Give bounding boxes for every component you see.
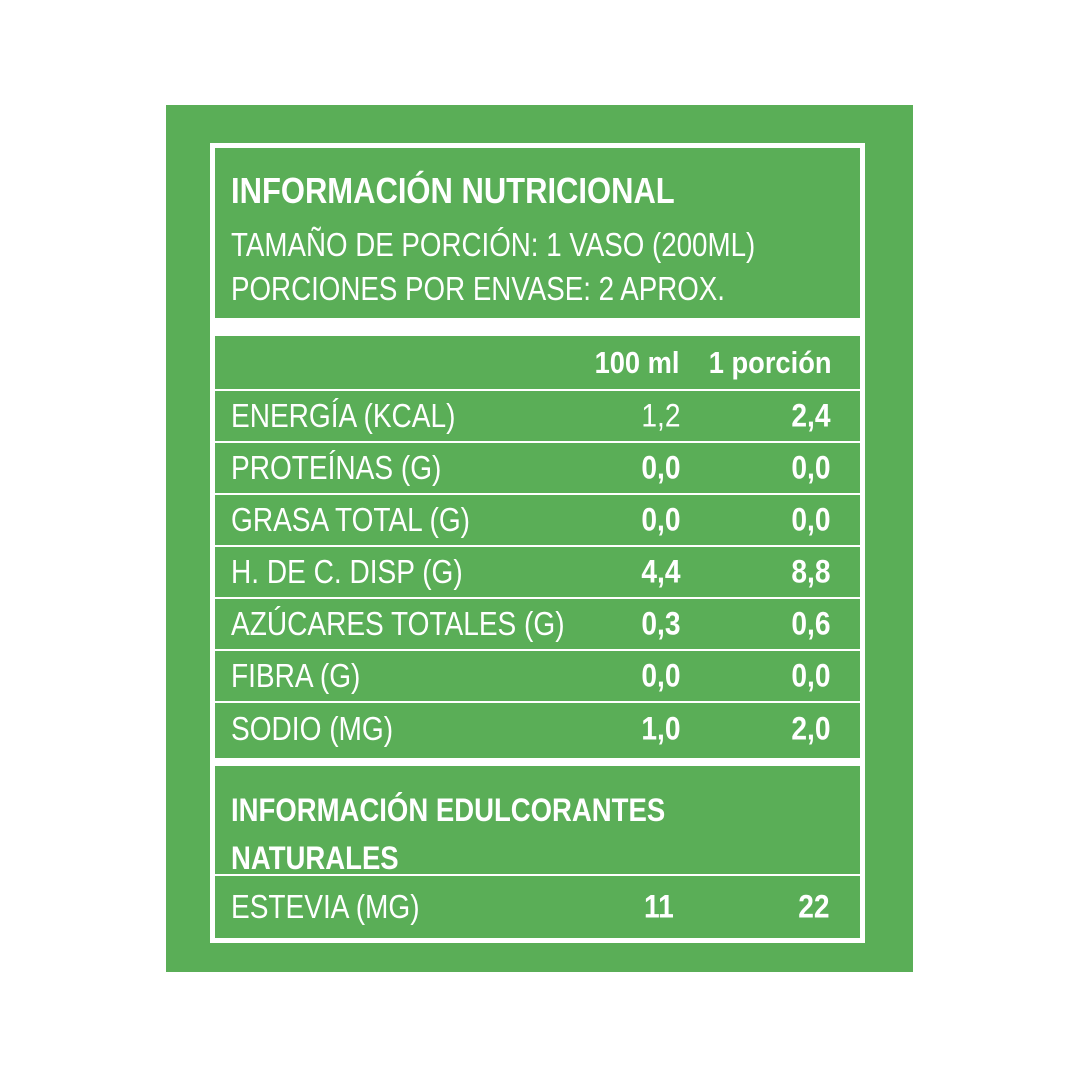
value-per-portion: 8,8 <box>790 553 830 590</box>
label-header: INFORMACIÓN NUTRICIONAL TAMAÑO DE PORCIÓ… <box>215 148 860 318</box>
value-per-100ml: 1,2 <box>640 397 680 434</box>
value-per-100ml: 0,0 <box>640 449 680 486</box>
value-per-portion: 0,6 <box>790 605 830 642</box>
value-per-portion: 2,4 <box>790 397 830 434</box>
sweetener-title: INFORMACIÓN EDULCORANTES NATURALES <box>231 786 665 882</box>
value-per-portion: 0,0 <box>790 657 830 694</box>
table-row: FIBRA (G) 0,0 0,0 <box>215 651 860 703</box>
value-per-100ml: 0,3 <box>640 605 680 642</box>
section-divider <box>215 758 860 766</box>
nutrient-label: GRASA TOTAL (G) <box>231 501 471 538</box>
label-title: INFORMACIÓN NUTRICIONAL <box>231 170 675 211</box>
value-per-portion: 22 <box>798 888 830 925</box>
column-header-row: 100 ml 1 porción <box>215 336 860 391</box>
column-header-100ml: 100 ml <box>595 344 680 380</box>
servings-per-container: PORCIONES POR ENVASE: 2 APROX. <box>231 270 725 307</box>
sweetener-title-line1: INFORMACIÓN EDULCORANTES <box>231 792 666 828</box>
nutrient-label: FIBRA (G) <box>231 657 361 694</box>
nutrition-label-panel: INFORMACIÓN NUTRICIONAL TAMAÑO DE PORCIÓ… <box>166 105 913 972</box>
nutrient-label: SODIO (MG) <box>231 710 394 747</box>
value-per-100ml: 4,4 <box>640 553 680 590</box>
section-divider <box>215 318 860 336</box>
table-row: SODIO (MG) 1,0 2,0 <box>215 703 860 755</box>
table-row: GRASA TOTAL (G) 0,0 0,0 <box>215 495 860 547</box>
value-per-portion: 0,0 <box>790 501 830 538</box>
value-per-portion: 2,0 <box>790 710 830 747</box>
value-per-100ml: 1,0 <box>640 710 680 747</box>
nutrient-label: ENERGÍA (KCAL) <box>231 397 456 434</box>
value-per-100ml: 11 <box>644 888 674 925</box>
serving-size: TAMAÑO DE PORCIÓN: 1 VASO (200ML) <box>231 226 756 263</box>
nutrition-facts-box: INFORMACIÓN NUTRICIONAL TAMAÑO DE PORCIÓ… <box>210 143 865 943</box>
table-row: AZÚCARES TOTALES (G) 0,3 0,6 <box>215 599 860 651</box>
table-row: ESTEVIA (MG) 11 22 <box>215 876 860 938</box>
nutrient-label: H. DE C. DISP (G) <box>231 553 463 590</box>
sweetener-title-line2: NATURALES <box>231 840 399 876</box>
table-row: ENERGÍA (KCAL) 1,2 2,4 <box>215 391 860 443</box>
table-row: H. DE C. DISP (G) 4,4 8,8 <box>215 547 860 599</box>
sweetener-label: ESTEVIA (MG) <box>231 888 420 925</box>
column-header-portion: 1 porción <box>709 344 832 380</box>
table-row: PROTEÍNAS (G) 0,0 0,0 <box>215 443 860 495</box>
sweetener-header: INFORMACIÓN EDULCORANTES NATURALES <box>215 766 860 876</box>
value-per-portion: 0,0 <box>790 449 830 486</box>
nutrient-label: PROTEÍNAS (G) <box>231 449 442 486</box>
nutrient-label: AZÚCARES TOTALES (G) <box>231 605 565 642</box>
value-per-100ml: 0,0 <box>640 657 680 694</box>
value-per-100ml: 0,0 <box>640 501 680 538</box>
